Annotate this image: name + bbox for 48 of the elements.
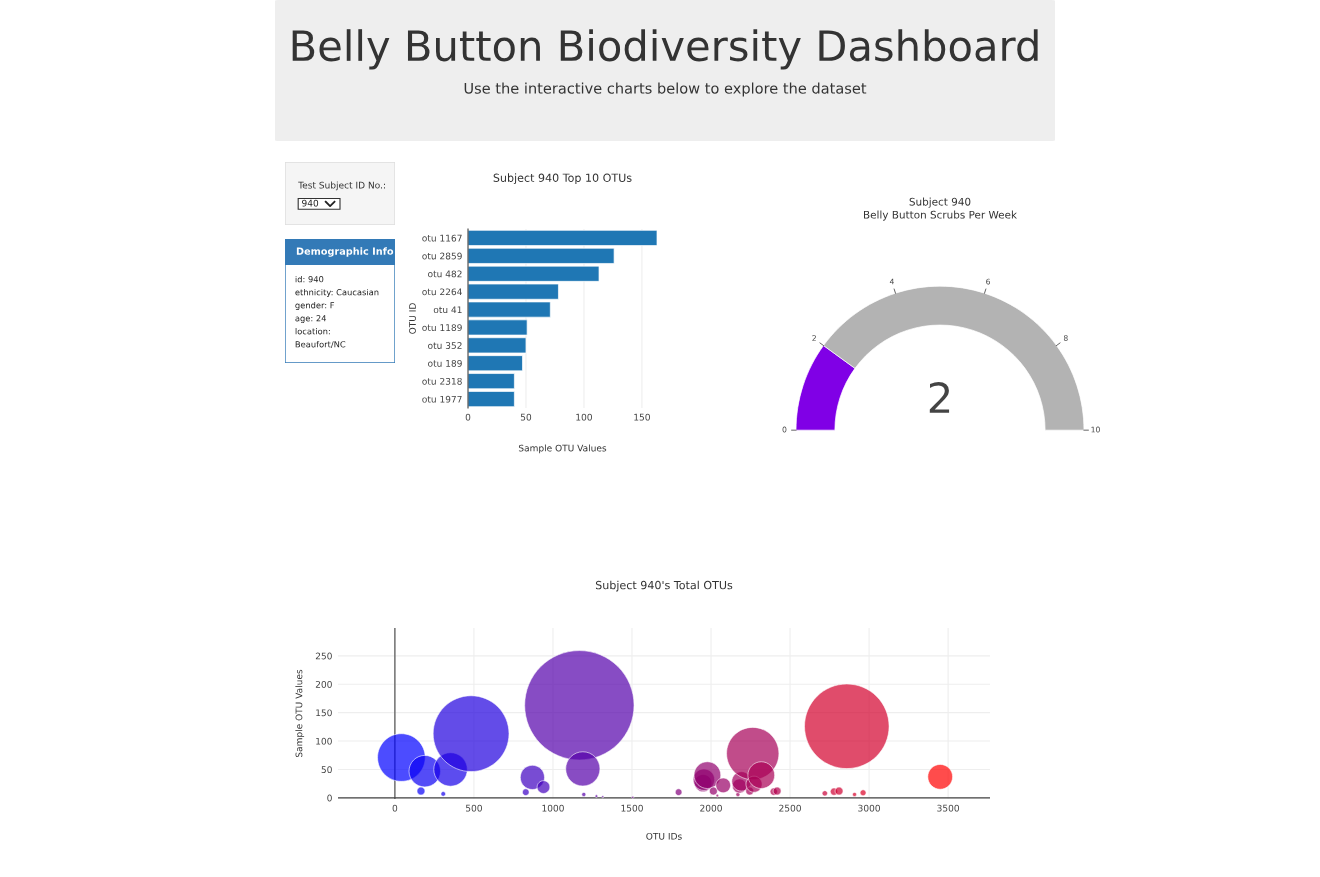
- y-tick-label: 250: [315, 652, 332, 660]
- chart-subtitle: Belly Button Scrubs Per Week: [864, 210, 1017, 221]
- y-axis-title: OTU ID: [409, 303, 416, 334]
- y-tick-label: otu 2859: [422, 252, 462, 260]
- text: age: 24: [295, 315, 327, 324]
- x-tick-label: 0: [392, 804, 398, 812]
- text: location:: [295, 327, 330, 335]
- text: id: 940: [295, 275, 324, 283]
- x-tick-label: 1000: [542, 804, 564, 812]
- x-tick-label: 0: [465, 413, 471, 421]
- y-tick-label: 200: [315, 680, 332, 688]
- x-tick-label: 1500: [621, 804, 643, 812]
- x-tick-label: 3000: [858, 804, 880, 812]
- chart-title: Subject 940: [909, 197, 971, 208]
- y-tick-label: otu 352: [428, 342, 462, 349]
- y-tick-label: otu 1167: [422, 234, 462, 242]
- x-axis-title: Sample OTU Values: [518, 444, 607, 454]
- text: 2: [929, 381, 950, 413]
- chart-title: Subject 940's Total OTUs: [595, 580, 733, 592]
- x-tick-label: 150: [634, 413, 650, 421]
- x-tick-label: 50: [520, 413, 532, 421]
- x-tick-label: 2500: [779, 804, 801, 812]
- x-tick-label: 3500: [937, 804, 959, 812]
- x-tick-label: 500: [466, 804, 482, 812]
- y-tick-label: otu 2318: [422, 377, 462, 385]
- y-tick-label: otu 1189: [422, 324, 462, 332]
- text: Demographic Info: [296, 247, 394, 257]
- x-axis-title: OTU IDs: [646, 832, 682, 840]
- text: Belly Button Biodiversity Dashboard: [292, 29, 1038, 70]
- y-tick-label: 0: [327, 794, 332, 802]
- text: Use the interactive charts below to explore the dataset: [464, 82, 867, 97]
- text: Test Subject ID No.:: [298, 181, 385, 191]
- text: ethnicity: Caucasian: [295, 288, 379, 297]
- y-tick-label: otu 2264: [422, 288, 462, 296]
- y-tick-label: 50: [321, 766, 332, 774]
- y-tick-label: otu 41: [433, 306, 462, 314]
- chart-title: Subject 940 Top 10 OTUs: [493, 173, 632, 185]
- text: gender: F: [295, 301, 335, 310]
- y-tick-label: 100: [316, 737, 332, 745]
- y-axis-title: Sample OTU Values: [295, 669, 305, 758]
- text: Beaufort/NC: [295, 340, 346, 349]
- y-tick-label: otu 1977: [422, 395, 462, 403]
- x-tick-label: 2000: [700, 804, 722, 812]
- text: 940: [302, 199, 319, 207]
- y-tick-label: otu 482: [428, 270, 462, 278]
- y-tick-label: otu 189: [428, 359, 462, 367]
- y-tick-label: 150: [316, 709, 332, 717]
- x-tick-label: 100: [576, 413, 592, 421]
